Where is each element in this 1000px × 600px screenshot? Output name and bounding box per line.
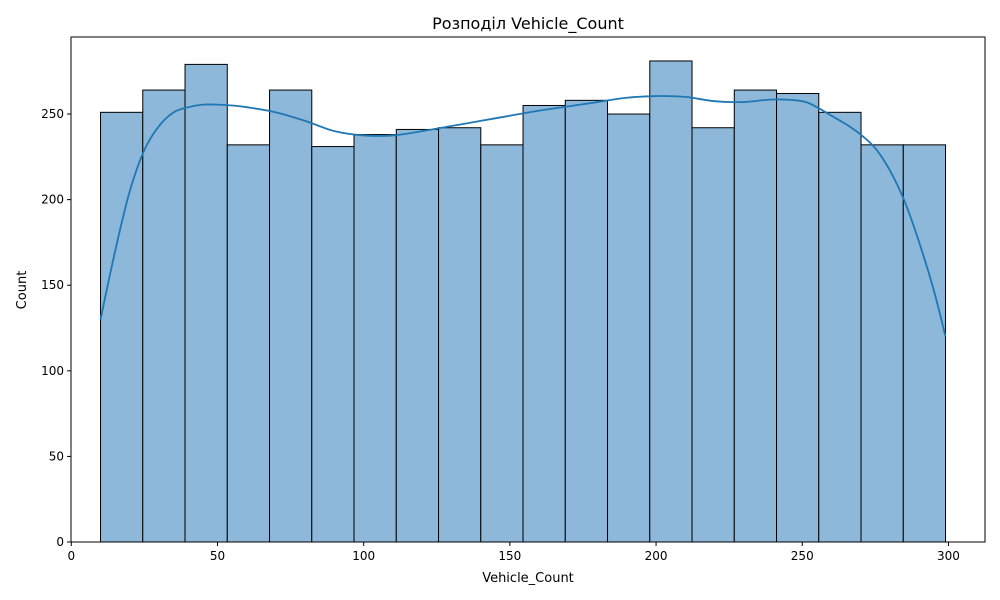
histogram-bar: [860, 144, 904, 543]
histogram-bar: [100, 111, 144, 543]
chart-title: Розподіл Vehicle_Count: [432, 14, 624, 34]
histogram-bar: [564, 99, 609, 543]
y-tick-label: 0: [56, 535, 64, 549]
histogram-bar: [607, 113, 651, 543]
histogram-bar: [691, 127, 735, 543]
histogram-bar: [480, 144, 524, 543]
x-tick-label: 250: [791, 549, 814, 563]
histogram-bar: [649, 60, 693, 543]
y-tick-label: 150: [41, 278, 64, 292]
y-tick-label: 50: [49, 449, 64, 463]
y-axis-ticks: 0 50 100 150 200 250: [41, 107, 71, 549]
bars-group: [100, 60, 947, 543]
x-axis-ticks: 0 50 100 150 200 250 300: [67, 542, 960, 563]
x-tick-label: 200: [645, 549, 668, 563]
histogram-bar: [818, 111, 862, 543]
histogram-bar: [269, 89, 313, 543]
histogram-bar: [311, 146, 355, 543]
y-tick-label: 200: [41, 193, 64, 207]
histogram-bar: [184, 63, 228, 543]
histogram-bar: [226, 144, 271, 543]
x-tick-label: 100: [352, 549, 375, 563]
histogram-bar: [438, 127, 482, 543]
histogram-bar: [395, 128, 440, 543]
y-axis-label: Count: [15, 271, 30, 310]
histogram-bar: [522, 104, 566, 543]
axes-frame: [70, 36, 986, 543]
histogram-bar: [142, 89, 186, 543]
histogram-bar: [776, 92, 820, 543]
y-tick-label: 100: [41, 364, 64, 378]
kde-line: [99, 95, 947, 337]
kde-group: [99, 95, 947, 337]
x-tick-label: 150: [498, 549, 521, 563]
histogram-bar: [902, 144, 947, 543]
x-tick-label: 0: [67, 549, 75, 563]
x-axis-label: Vehicle_Count: [482, 571, 574, 586]
x-tick-label: 50: [210, 549, 225, 563]
histogram-bar: [353, 134, 397, 543]
y-tick-label: 250: [41, 107, 64, 121]
histogram-bar: [733, 89, 778, 543]
x-tick-label: 300: [937, 549, 960, 563]
